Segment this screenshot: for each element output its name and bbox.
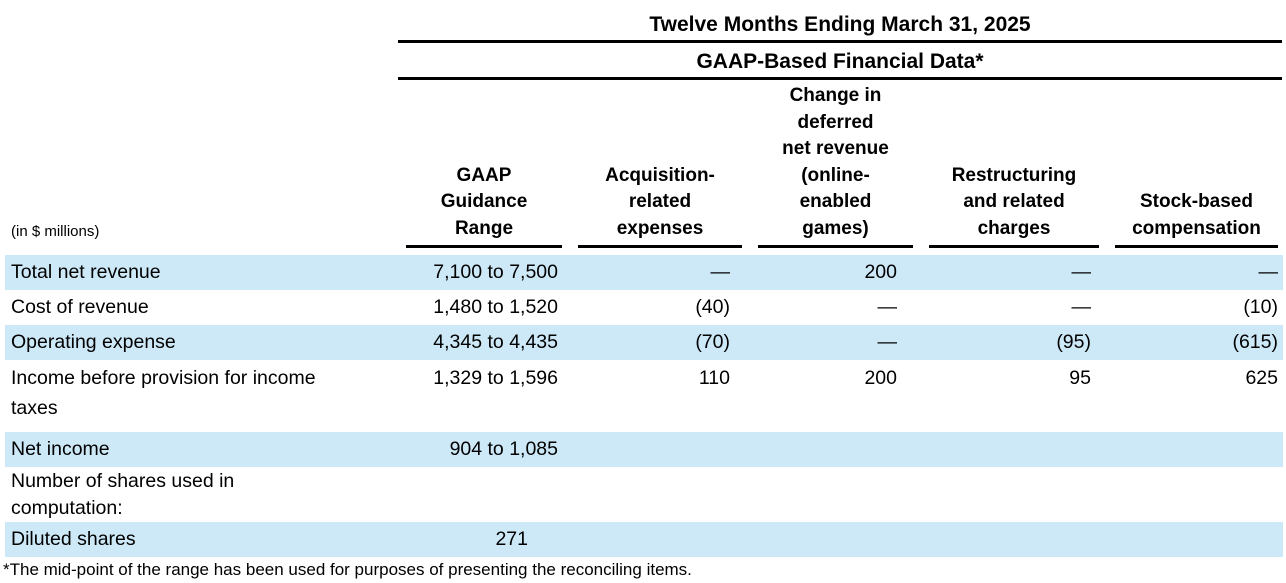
cell-acquisition-expenses: (70) (695, 331, 730, 353)
cell-acquisition-expenses: — (710, 261, 731, 283)
cell-deferred-net-revenue: — (877, 331, 898, 353)
row-label: Total net revenue (11, 261, 161, 283)
row-label: Net income (11, 438, 110, 460)
cell-stock-compensation: — (1258, 261, 1279, 283)
cell-acquisition-expenses: (40) (695, 296, 730, 318)
cell-guidance-range: 4,345 to 4,435 (433, 331, 558, 353)
row-label: Cost of revenue (11, 296, 149, 318)
cell-restructuring-charges (921, 467, 1107, 522)
cell-deferred-net-revenue: — (877, 296, 898, 318)
cell-acquisition-expenses (570, 467, 750, 522)
column-header-restructuring-and-related-charges: Restructuring and related charges (921, 80, 1107, 248)
table-row-diluted-shares: Diluted shares 271 (5, 522, 1283, 557)
midpoint-footnote: *The mid-point of the range has been use… (3, 560, 692, 579)
column-header-gaap-guidance-range: GAAP Guidance Range (398, 80, 570, 248)
cell-guidance-range: 1,480 to 1,520 (433, 296, 558, 318)
cell-restructuring-charges (921, 432, 1107, 467)
unit-note: (in $ millions) (11, 223, 100, 240)
table-row-operating-expense: Operating expense 4,345 to 4,435 (70) — … (5, 325, 1283, 360)
cell-deferred-net-revenue (750, 522, 921, 557)
row-label: Operating expense (11, 331, 176, 353)
table-row-total-net-revenue: Total net revenue 7,100 to 7,500 — 200 —… (5, 255, 1283, 290)
cell-deferred-net-revenue: 200 (864, 261, 897, 283)
row-label: Number of shares used in computation: (11, 470, 235, 519)
period-title: Twelve Months Ending March 31, 2025 (398, 0, 1282, 43)
column-header-row: (in $ millions) GAAP Guidance Range Acqu… (5, 80, 1286, 248)
cell-restructuring-charges: 95 (1069, 367, 1091, 389)
cell-acquisition-expenses (570, 432, 750, 467)
cell-stock-compensation (1107, 467, 1286, 522)
cell-deferred-net-revenue (750, 467, 921, 522)
row-label: Income before provision for income taxes (11, 367, 316, 419)
cell-restructuring-charges (921, 522, 1107, 557)
cell-guidance-range: 904 to 1,085 (449, 438, 558, 460)
column-header-stock-based-compensation: Stock-based compensation (1107, 80, 1286, 248)
table-row-net-income: Net income 904 to 1,085 (5, 432, 1283, 467)
table-row-number-of-shares-header: Number of shares used in computation: (5, 467, 1283, 522)
row-label: Diluted shares (11, 528, 136, 550)
table-row-cost-of-revenue: Cost of revenue 1,480 to 1,520 (40) — — … (5, 290, 1283, 325)
dataset-title: GAAP-Based Financial Data* (398, 50, 1282, 80)
cell-stock-compensation (1107, 522, 1286, 557)
cell-restructuring-charges: — (1071, 261, 1092, 283)
cell-stock-compensation (1107, 432, 1286, 467)
cell-stock-compensation: 625 (1245, 367, 1278, 389)
cell-acquisition-expenses (570, 522, 750, 557)
table-row-income-before-taxes: Income before provision for income taxes… (5, 360, 1283, 426)
cell-acquisition-expenses: 110 (698, 367, 730, 389)
cell-stock-compensation: (615) (1232, 331, 1278, 353)
cell-deferred-net-revenue: 200 (864, 367, 897, 389)
cell-diluted-shares-count: 271 (495, 528, 528, 550)
cell-stock-compensation: (10) (1243, 296, 1278, 318)
column-header-acquisition-related-expenses: Acquisition- related expenses (570, 80, 750, 248)
cell-guidance-range (398, 467, 570, 522)
cell-guidance-range: 1,329 to 1,596 (433, 367, 558, 389)
cell-restructuring-charges: — (1071, 296, 1092, 318)
table-spanning-headers: Twelve Months Ending March 31, 2025 GAAP… (398, 0, 1282, 80)
cell-deferred-net-revenue (750, 432, 921, 467)
cell-guidance-range: 7,100 to 7,500 (433, 261, 558, 283)
cell-restructuring-charges: (95) (1056, 331, 1091, 353)
table-body: Total net revenue 7,100 to 7,500 — 200 —… (0, 248, 1286, 557)
column-header-change-in-deferred-net-revenue: Change in deferred net revenue (online- … (750, 80, 921, 248)
